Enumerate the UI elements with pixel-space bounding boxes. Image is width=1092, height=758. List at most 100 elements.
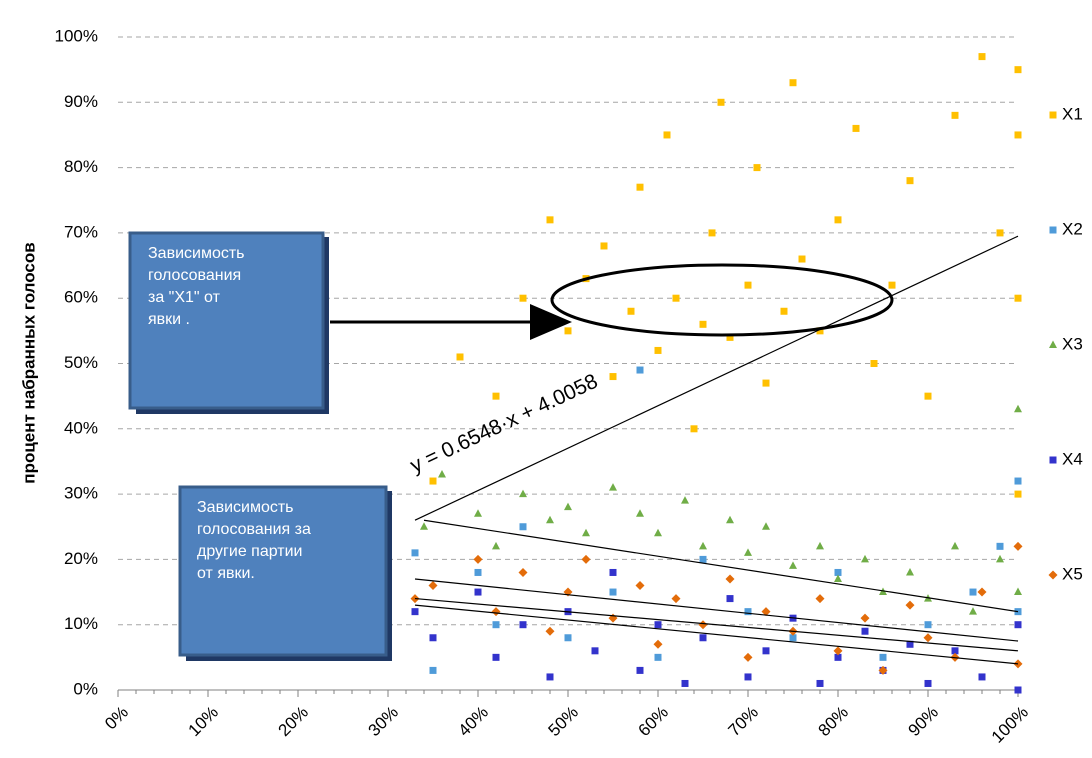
y-tick-label: 100% (55, 26, 98, 45)
point (1014, 66, 1022, 74)
point (761, 607, 771, 617)
point (906, 640, 914, 648)
point (923, 633, 933, 643)
point (411, 549, 419, 557)
point (1014, 621, 1022, 629)
point (519, 621, 527, 629)
point (834, 653, 842, 661)
point (1014, 477, 1022, 485)
point (491, 607, 501, 617)
point (636, 183, 644, 191)
legend-label: X3 (1062, 334, 1083, 353)
point (744, 608, 752, 616)
point (545, 626, 555, 636)
series (411, 366, 1022, 674)
x-tick-label: 90% (905, 703, 942, 740)
point (492, 621, 500, 629)
point (905, 600, 915, 610)
legend-label: X1 (1062, 104, 1083, 123)
point (654, 346, 662, 354)
point (600, 242, 608, 250)
point (581, 554, 591, 564)
point (879, 653, 887, 661)
point (924, 621, 932, 629)
point (860, 613, 870, 623)
legend-label: X2 (1062, 219, 1083, 238)
point (690, 425, 698, 433)
x-tick-label: 100% (988, 703, 1032, 747)
point (492, 541, 500, 550)
trendline (414, 578, 1019, 642)
point (699, 541, 707, 550)
point (473, 554, 483, 564)
point (951, 541, 959, 550)
point (780, 307, 788, 315)
annotation-text: голосования (148, 267, 241, 284)
point (726, 333, 734, 341)
point (474, 588, 482, 596)
annotation-text: явки . (148, 311, 190, 328)
point (636, 509, 644, 517)
legend-marker (1049, 111, 1057, 119)
x-tick-label: 30% (365, 703, 402, 740)
point (762, 522, 770, 530)
point (654, 621, 662, 629)
point (978, 53, 986, 61)
point (546, 515, 554, 524)
point (969, 607, 977, 615)
point (1014, 294, 1022, 302)
point (698, 620, 708, 630)
point (815, 594, 825, 604)
point (474, 509, 482, 517)
point (743, 652, 753, 662)
legend-label: X5 (1062, 564, 1083, 583)
point (564, 502, 572, 511)
legend-marker (1049, 456, 1057, 464)
point (681, 496, 689, 504)
x-tick-label: 0% (101, 703, 132, 734)
x-tick-label: 80% (815, 703, 852, 740)
point (924, 679, 932, 687)
point (609, 568, 617, 576)
point (636, 366, 644, 374)
point (870, 360, 878, 367)
legend-label: X4 (1062, 449, 1083, 468)
point (429, 666, 437, 674)
point (888, 281, 896, 289)
point (816, 541, 824, 550)
point (1014, 404, 1022, 413)
annotation-box (178, 485, 388, 657)
x-tick-label: 70% (725, 703, 762, 740)
x-tick-label: 20% (275, 703, 312, 740)
trendline (414, 604, 1019, 665)
point (699, 634, 707, 642)
point (996, 229, 1004, 237)
point (951, 111, 959, 119)
y-axis-label: процент набранных голосов (19, 242, 38, 483)
point (708, 229, 716, 237)
point (1014, 587, 1022, 596)
point (519, 523, 527, 531)
point (609, 588, 617, 596)
point (518, 567, 528, 577)
point (627, 307, 635, 315)
y-tick-label: 80% (64, 157, 98, 176)
point (1014, 490, 1022, 498)
point (816, 327, 824, 335)
y-tick-label: 90% (64, 92, 98, 111)
point (996, 542, 1004, 550)
point (834, 568, 842, 576)
x-tick-label: 40% (455, 703, 492, 740)
annotation-text: за "X1" от (148, 289, 221, 306)
point (546, 673, 554, 681)
legend-marker (1048, 570, 1058, 580)
annotation-text: Зависимость (197, 499, 294, 516)
point (492, 392, 500, 400)
point (996, 554, 1004, 563)
y-tick-label: 60% (64, 288, 98, 307)
point (834, 574, 842, 582)
point (699, 555, 707, 563)
point (969, 588, 977, 596)
point (861, 627, 869, 635)
